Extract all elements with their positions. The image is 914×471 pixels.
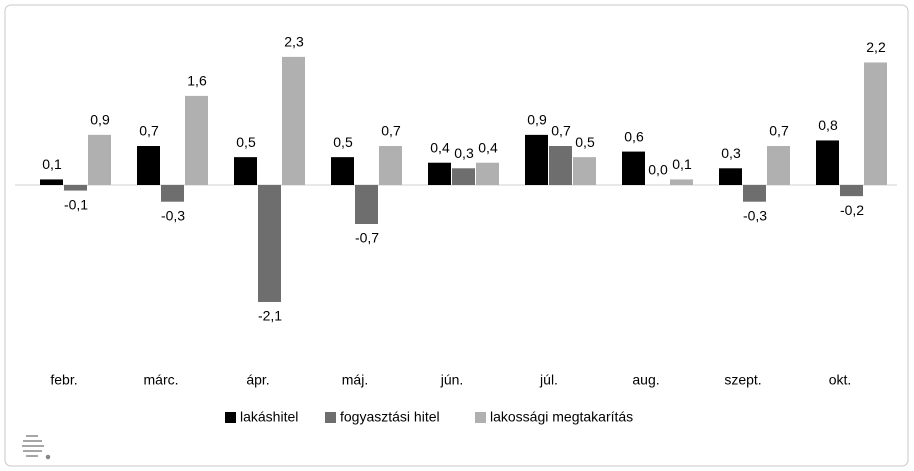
bar [161, 185, 184, 202]
value-label: -2,1 [258, 308, 282, 324]
x-tick-label: febr. [50, 372, 77, 388]
legend-swatch [475, 412, 486, 423]
value-label: -0,3 [743, 207, 767, 223]
value-label: 0,6 [624, 128, 644, 144]
bar [258, 185, 281, 302]
value-label: 0,5 [236, 134, 256, 150]
value-label: 0,3 [454, 145, 474, 161]
bar [864, 62, 887, 185]
bar [573, 157, 596, 185]
value-label: 0,3 [721, 145, 741, 161]
x-tick-label: márc. [144, 372, 179, 388]
bar [355, 185, 378, 224]
bar [379, 146, 402, 185]
bar [767, 146, 790, 185]
legend-swatch [225, 412, 236, 423]
legend-label: fogyasztási hitel [340, 409, 440, 425]
x-tick-label: máj. [342, 372, 368, 388]
bar [743, 185, 766, 202]
bar [137, 146, 160, 185]
value-label: 0,4 [478, 139, 498, 155]
legend-swatch [325, 412, 336, 423]
bar [185, 95, 208, 185]
x-tick-label: ápr. [246, 372, 269, 388]
value-label: 0,7 [139, 123, 159, 139]
x-tick-label: aug. [632, 372, 659, 388]
bar [622, 151, 645, 185]
value-label: 0,1 [42, 156, 62, 172]
bar [40, 179, 63, 185]
value-label: -0,3 [161, 207, 185, 223]
value-label: 0,1 [672, 156, 692, 172]
bar [719, 168, 742, 185]
bar [88, 134, 111, 185]
legend-label: lakossági megtakarítás [490, 409, 633, 425]
bar [549, 146, 572, 185]
x-tick-label: jún. [440, 372, 464, 388]
value-label: -0,7 [355, 230, 379, 246]
x-tick-label: szept. [724, 372, 761, 388]
x-tick-label: júl. [539, 372, 558, 388]
bar [476, 162, 499, 185]
value-label: -0,2 [840, 202, 864, 218]
bar [670, 179, 693, 185]
value-label: 0,9 [527, 112, 547, 128]
bar [452, 168, 475, 185]
legend-label: lakáshitel [240, 409, 298, 425]
value-label: 1,6 [187, 73, 207, 89]
bar [428, 162, 451, 185]
value-label: 0,5 [333, 134, 353, 150]
bar [64, 185, 87, 191]
logo [22, 435, 51, 460]
frame [4, 4, 909, 467]
bar [525, 134, 548, 185]
value-label: 0,0 [648, 162, 668, 178]
value-label: 0,5 [575, 134, 595, 150]
value-label: 0,7 [551, 123, 571, 139]
value-label: 0,4 [430, 139, 450, 155]
bar [840, 185, 863, 197]
value-label: 2,2 [866, 39, 886, 55]
bar [331, 157, 354, 185]
value-label: -0,1 [64, 196, 88, 212]
value-label: 2,3 [284, 34, 304, 50]
value-label: 0,9 [90, 112, 110, 128]
bar [282, 56, 305, 185]
value-label: 0,8 [818, 117, 838, 133]
value-label: 0,7 [769, 123, 789, 139]
bar [816, 140, 839, 185]
bar [234, 157, 257, 185]
value-label: 0,7 [381, 123, 401, 139]
x-tick-label: okt. [829, 372, 852, 388]
